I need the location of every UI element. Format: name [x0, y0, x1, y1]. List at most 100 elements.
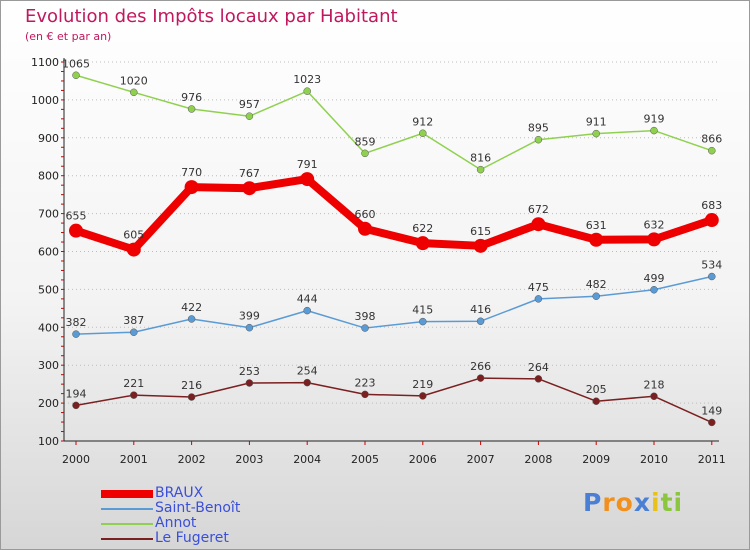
x-tick-label: 2005 [351, 453, 379, 466]
series-line [75, 377, 713, 424]
data-point [647, 232, 661, 247]
x-tick-label: 2000 [62, 453, 90, 466]
data-point [589, 232, 604, 247]
legend-item: Annot [101, 516, 301, 531]
logo-letter: o [615, 488, 634, 517]
data-point [708, 272, 716, 281]
data-label: 149 [701, 404, 722, 417]
data-point [534, 295, 543, 303]
chart-title: Evolution des Impôts locaux par Habitant [25, 6, 398, 27]
y-tick-label: 1100 [31, 56, 59, 69]
x-tick-label: 2008 [524, 453, 552, 466]
data-point [650, 126, 658, 135]
data-label: 976 [181, 91, 202, 104]
data-label: 422 [181, 301, 202, 314]
data-label: 683 [701, 199, 722, 212]
data-label: 791 [297, 158, 318, 171]
x-tick-label: 2009 [582, 453, 610, 466]
legend-item: BRAUX [101, 486, 301, 501]
x-tick-label: 2010 [640, 453, 668, 466]
data-point [473, 238, 488, 253]
data-point [534, 375, 543, 383]
y-tick-label: 800 [38, 170, 59, 183]
series-1: 382 387 422 399 444 398 415 416 475 482 499 534 [66, 259, 722, 338]
y-tick-label: 700 [38, 208, 59, 221]
data-label: 660 [355, 208, 376, 221]
data-point [650, 392, 658, 401]
legend-item: Saint-Benoît [101, 501, 301, 516]
data-label: 416 [470, 303, 491, 316]
legend-item: Le Fugeret [101, 531, 301, 546]
logo-letter: r [602, 488, 616, 517]
data-label: 1020 [120, 74, 148, 87]
data-point [531, 217, 546, 232]
data-point [708, 146, 716, 155]
data-label: 911 [586, 116, 607, 129]
x-tick-label: 2002 [178, 453, 206, 466]
x-tick-label: 2007 [467, 453, 495, 466]
data-point [534, 135, 543, 144]
data-point [415, 236, 430, 251]
data-point [72, 71, 80, 80]
y-tick-label: 1000 [31, 94, 59, 107]
legend-label: Annot [155, 515, 197, 531]
data-label: 266 [470, 360, 491, 373]
data-point [358, 221, 372, 236]
data-point [303, 87, 311, 95]
data-label: 219 [412, 378, 433, 391]
data-point [69, 223, 83, 238]
data-point [476, 317, 485, 325]
legend-swatch [101, 538, 153, 540]
data-label: 398 [355, 310, 376, 323]
legend: BRAUX Saint-Benoît Annot Le Fugeret [101, 486, 301, 546]
data-point [361, 390, 369, 399]
data-point [303, 306, 311, 315]
data-label: 382 [66, 316, 87, 329]
data-label: 816 [470, 152, 491, 165]
data-label: 475 [528, 281, 549, 294]
data-point [130, 328, 138, 336]
series-line [75, 275, 713, 335]
logo-letter: i [673, 488, 684, 517]
data-point [72, 330, 80, 338]
data-point [592, 397, 600, 405]
data-label: 444 [297, 293, 318, 306]
x-tick-label: 2011 [698, 453, 726, 466]
data-label: 632 [644, 218, 665, 231]
y-tick-label: 300 [38, 359, 59, 372]
data-point [126, 242, 141, 257]
data-label: 615 [470, 225, 491, 238]
data-label: 605 [123, 229, 144, 242]
data-point [303, 378, 311, 387]
data-point [245, 379, 254, 387]
data-point [704, 213, 719, 228]
y-tick-label: 200 [38, 397, 59, 410]
legend-label: BRAUX [155, 485, 204, 501]
y-tick-label: 600 [38, 246, 59, 259]
data-point [187, 315, 196, 323]
data-point [187, 105, 196, 113]
data-label: 254 [297, 365, 318, 378]
x-tick-label: 2003 [235, 453, 263, 466]
data-label: 1065 [62, 57, 90, 70]
data-point [300, 172, 315, 187]
data-label: 770 [181, 166, 202, 179]
legend-label: Saint-Benoît [155, 500, 241, 516]
data-point [245, 112, 254, 120]
data-point [72, 401, 80, 410]
data-point [187, 393, 196, 401]
data-point [650, 286, 658, 294]
data-point [476, 165, 485, 174]
data-point [592, 292, 600, 300]
data-label: 672 [528, 203, 549, 216]
logo-letter: P [583, 488, 603, 517]
y-tick-label: 500 [38, 283, 59, 296]
data-point [419, 392, 427, 400]
data-point [245, 323, 254, 332]
data-label: 859 [355, 135, 376, 148]
data-label: 205 [586, 383, 607, 396]
data-label: 534 [701, 259, 722, 272]
data-label: 253 [239, 365, 260, 378]
data-point [242, 181, 257, 196]
